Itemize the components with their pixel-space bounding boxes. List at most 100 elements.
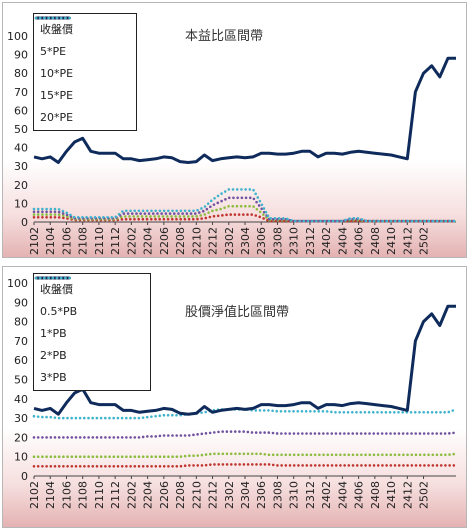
legend-label: 1*PB <box>40 326 67 340</box>
x-tick-label: 2202 <box>125 227 138 255</box>
series-line-4 <box>32 188 458 223</box>
x-tick-label: 2208 <box>174 481 187 509</box>
series-line-2 <box>32 452 458 458</box>
x-tick-label: 2202 <box>125 481 138 509</box>
y-tick-label: 80 <box>14 316 28 329</box>
legend-label: 20*PE <box>40 110 74 124</box>
pe-chart-legend: 收盤價 5*PE 10*PE 15*PE 20*PE <box>33 13 137 131</box>
x-tick-label: 2104 <box>44 227 57 255</box>
x-tick-label: 2308 <box>271 227 284 255</box>
y-tick-label: 0 <box>21 470 28 483</box>
x-tick-label: 2304 <box>239 227 252 255</box>
y-tick-label: 20 <box>14 179 28 192</box>
series-line-2 <box>32 204 458 223</box>
x-tick-label: 2212 <box>207 227 220 255</box>
x-tick-label: 2410 <box>385 481 398 509</box>
pb-chart-title: 股價淨值比區間帶 <box>185 305 290 320</box>
series-line-1 <box>32 463 458 468</box>
x-tick-label: 2306 <box>255 227 268 255</box>
y-tick-label: 50 <box>14 123 28 136</box>
legend-entry: 0.5*PB <box>34 276 144 322</box>
y-tick-label: 80 <box>14 67 28 80</box>
x-tick-label: 2402 <box>320 227 333 255</box>
x-tick-label: 2402 <box>320 481 333 509</box>
legend-label: 3*PB <box>40 370 67 384</box>
y-tick-label: 10 <box>14 451 28 464</box>
x-tick-label: 2210 <box>190 481 203 509</box>
x-tick-label: 2206 <box>158 481 171 509</box>
x-tick-label: 2102 <box>28 227 41 255</box>
legend-entry: 5*PE <box>34 16 130 62</box>
x-tick-label: 2112 <box>109 227 122 255</box>
y-tick-label: 40 <box>14 393 28 406</box>
x-tick-label: 2308 <box>271 481 284 509</box>
pb-band-chart-panel: 0 10 20 30 40 50 60 70 80 90 100 2102 2104 2106 2108 21… <box>2 266 467 528</box>
x-tick-label: 2112 <box>109 481 122 509</box>
x-tick-label: 2206 <box>158 227 171 255</box>
x-tick-label: 2302 <box>223 481 236 509</box>
x-tick-label: 2404 <box>336 481 349 509</box>
x-tick-label: 2204 <box>142 227 155 255</box>
x-tick-label: 2312 <box>304 227 317 255</box>
y-tick-label: 90 <box>14 296 28 309</box>
legend-swatch <box>34 276 72 280</box>
legend-entry: 20*PE <box>34 16 130 128</box>
y-tick-label: 30 <box>14 412 28 425</box>
x-tick-label: 2302 <box>223 227 236 255</box>
y-tick-label: 60 <box>14 104 28 117</box>
x-tick-label: 2208 <box>174 227 187 255</box>
y-tick-label: 30 <box>14 160 28 173</box>
y-tick-label: 50 <box>14 374 28 387</box>
x-tick-label: 2106 <box>60 481 73 509</box>
x-tick-label: 2110 <box>93 481 106 509</box>
legend-entry: 10*PE <box>34 16 130 84</box>
pe-band-chart-panel: 0 10 20 30 40 50 60 70 80 90 100 2102 2104 2106 2108 21… <box>2 2 467 258</box>
series-line-1 <box>32 213 458 223</box>
legend-label: 收盤價 <box>40 23 73 36</box>
y-tick-label: 90 <box>14 49 28 62</box>
x-tick-label: 2406 <box>353 227 366 255</box>
x-tick-label: 2204 <box>142 481 155 509</box>
x-tick-label: 2212 <box>207 481 220 509</box>
x-tick-label: 2108 <box>77 481 90 509</box>
x-tick-label: 2412 <box>401 227 414 255</box>
x-tick-label: 2102 <box>28 481 41 509</box>
series-line-0 <box>33 304 456 416</box>
legend-label: 5*PE <box>40 44 67 58</box>
legend-label: 收盤價 <box>40 283 73 296</box>
y-tick-label: 100 <box>7 277 28 290</box>
y-tick-label: 70 <box>14 86 28 99</box>
x-tick-label: 2304 <box>239 481 252 509</box>
x-tick-label: 2502 <box>418 227 431 255</box>
pb-chart-legend: 收盤價 0.5*PB 1*PB 2*PB 3*PB <box>33 273 151 391</box>
x-tick-label: 2306 <box>255 481 268 509</box>
x-tick-label: 2310 <box>288 481 301 509</box>
series-line-0 <box>33 56 456 164</box>
series-line-3 <box>32 196 458 223</box>
y-tick-label: 10 <box>14 197 28 210</box>
legend-entry: 2*PB <box>34 276 144 366</box>
x-tick-label: 2410 <box>385 227 398 255</box>
x-tick-label: 2408 <box>369 227 382 255</box>
y-tick-label: 60 <box>14 354 28 367</box>
series-line-3 <box>32 430 458 439</box>
legend-label: 15*PE <box>40 88 74 102</box>
y-tick-label: 100 <box>7 30 28 43</box>
legend-entry: 3*PB <box>34 276 144 388</box>
x-tick-label: 2406 <box>353 481 366 509</box>
y-tick-label: 40 <box>14 142 28 155</box>
x-tick-label: 2106 <box>60 227 73 255</box>
legend-entry: 15*PE <box>34 16 130 106</box>
pe-chart-title: 本益比區間帶 <box>185 29 264 44</box>
x-tick-label: 2408 <box>369 481 382 509</box>
x-tick-label: 2502 <box>418 481 431 509</box>
x-tick-label: 2104 <box>44 481 57 509</box>
series-line-4 <box>32 408 458 420</box>
x-tick-label: 2404 <box>336 227 349 255</box>
x-tick-label: 2110 <box>93 227 106 255</box>
legend-swatch <box>34 16 72 20</box>
legend-label: 10*PE <box>40 66 74 80</box>
legend-label: 0.5*PB <box>40 304 78 318</box>
